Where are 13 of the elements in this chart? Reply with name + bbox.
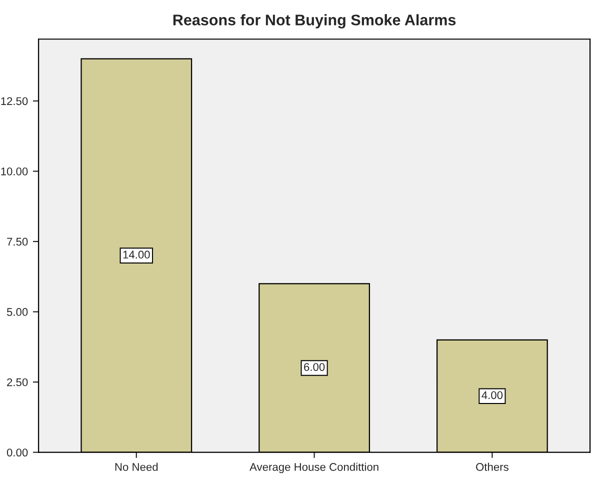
x-tick-label: No Need [115,462,158,471]
data-label: 14.00 [123,250,150,259]
chart-title: Reasons for Not Buying Smoke Alarms [173,14,456,28]
y-tick-label: 0.00 [6,448,28,456]
y-tick-label: 2.50 [7,378,28,386]
data-label: 6.00 [304,363,325,371]
x-tick-label: Others [476,462,508,471]
y-tick-label: 12.50 [1,97,28,106]
data-label: 4.00 [482,391,503,400]
y-tick-label: 10.00 [1,168,28,176]
x-tick-label: Average House Condittion [250,462,378,474]
y-tick-label: 7.50 [7,238,28,246]
y-tick-label: 5.00 [6,308,28,316]
